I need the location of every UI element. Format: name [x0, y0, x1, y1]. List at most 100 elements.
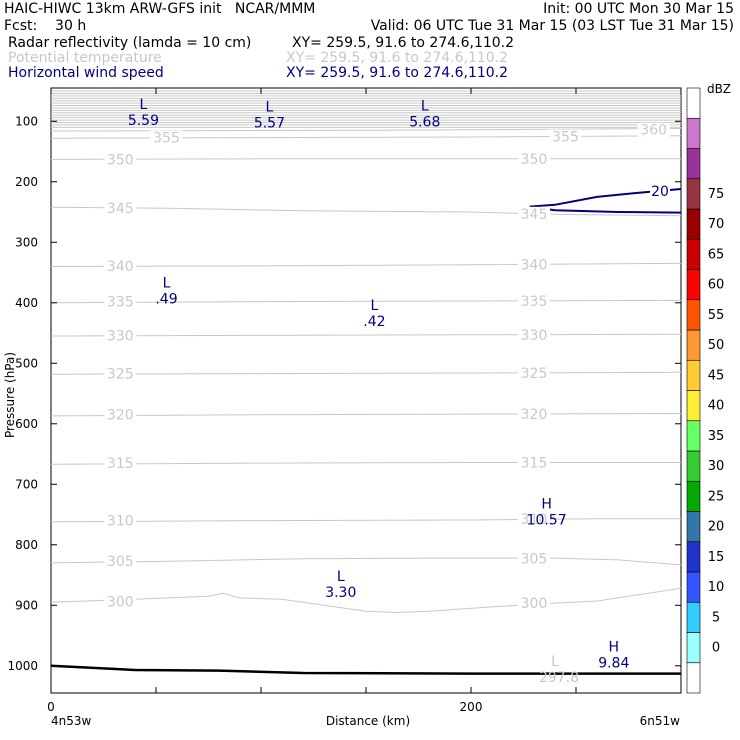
theta-label-bg	[104, 554, 137, 569]
colorbar-swatch	[686, 359, 701, 391]
theta-contour-label: 335	[521, 294, 548, 310]
colorbar-swatch	[686, 178, 701, 210]
colorbar-title: dBZ	[707, 82, 731, 96]
colorbar-swatch	[686, 269, 701, 301]
colorbar-label: 30	[708, 459, 725, 474]
theta-label-bg	[104, 258, 137, 273]
wind-extremum-marker: L	[163, 276, 171, 292]
wind-extremum-marker: H	[609, 639, 620, 655]
colorbar-label: 40	[708, 399, 725, 414]
y-tick-label: 300	[15, 235, 38, 249]
theta-contour-label: 360	[640, 123, 667, 139]
theta-contour-335	[50, 299, 682, 304]
colorbar-swatch	[686, 601, 701, 633]
theta-contour-325	[50, 371, 682, 375]
colorbar-swatch	[686, 117, 701, 149]
field-xy-theta: XY= 259.5, 91.6 to 274.6,110.2	[286, 50, 509, 66]
colorbar-label: 15	[708, 550, 725, 565]
theta-contour-350	[50, 158, 681, 160]
theta-extremum-value: 297.8	[539, 670, 579, 686]
theta-label-bg	[518, 511, 550, 526]
colorbar-label: 50	[708, 338, 725, 353]
colorbar-swatch	[686, 87, 701, 119]
theta-label-bg	[637, 122, 670, 137]
wind-extremum-marker: L	[265, 100, 273, 116]
colorbar-swatch	[686, 632, 701, 664]
theta-label-bg	[518, 151, 550, 166]
y-tick-label: 1000	[7, 659, 38, 673]
header-forecast: Fcst: 30 h	[4, 18, 87, 34]
field-name-theta: Potential temperature	[8, 50, 162, 66]
wind-extremum-value: 3.30	[325, 585, 356, 601]
theta-contour-label: 330	[107, 328, 134, 344]
field-xy-wind: XY= 259.5, 91.6 to 274.6,110.2	[286, 65, 509, 81]
wind-label-bg	[650, 183, 670, 198]
y-tick-label: 800	[15, 538, 38, 552]
colorbar-label: 70	[708, 217, 725, 232]
x-tick-label: 0	[47, 700, 55, 714]
theta-label-bg	[518, 551, 550, 566]
x-tick-label: 200	[460, 700, 483, 714]
colorbar-swatch	[686, 238, 701, 270]
theta-contour-305	[50, 557, 682, 566]
y-tick-label: 600	[15, 417, 38, 431]
theta-label-bg	[518, 327, 550, 342]
theta-contour-label: 340	[107, 259, 134, 275]
y-tick-label: 400	[15, 296, 38, 310]
wind-extremum-marker: L	[139, 97, 147, 113]
theta-contour-310	[50, 518, 681, 523]
theta-label-bg	[518, 407, 550, 422]
wind-extremum-value: 5.68	[409, 114, 440, 130]
theta-label-bg	[104, 294, 137, 309]
colorbar-swatch	[686, 329, 701, 361]
wind-extremum-value: 10.57	[527, 512, 567, 528]
colorbar-label: 35	[708, 429, 725, 444]
y-tick-label: 900	[15, 598, 38, 612]
theta-contour-label: 300	[107, 595, 134, 611]
theta-contour-label: 315	[107, 456, 134, 472]
wind-extremum-marker: L	[337, 569, 345, 585]
theta-label-bg	[518, 455, 550, 470]
terrain-line	[50, 664, 681, 675]
y-tick-label: 100	[15, 114, 38, 128]
theta-contour-label: 345	[107, 201, 134, 217]
theta-contour-315	[50, 462, 681, 465]
colorbar-swatch	[686, 541, 701, 573]
wind-extremum-value: .49	[155, 292, 177, 308]
colorbar-swatch	[686, 450, 701, 482]
theta-contour-label: 310	[521, 512, 548, 528]
theta-contour-label: 355	[552, 129, 579, 145]
colorbar-swatch	[686, 390, 701, 422]
theta-contour-label: 330	[521, 328, 548, 344]
theta-contour-label: 300	[521, 596, 548, 612]
wind-extremum-marker: H	[541, 496, 552, 512]
wind-extremum-value: 5.57	[254, 116, 285, 132]
wind-extremum-marker: L	[370, 298, 378, 314]
theta-contour-label: 320	[521, 407, 548, 423]
theta-label-bg	[104, 456, 137, 471]
colorbar-label: 25	[708, 489, 725, 504]
y-axis-label: Pressure (hPa)	[3, 352, 17, 438]
wind-extremum-value: 9.84	[598, 655, 629, 671]
wind-extremum-value: .42	[363, 314, 385, 330]
theta-label-bg	[518, 365, 550, 380]
theta-contour-label: 355	[153, 131, 180, 147]
field-name-wind: Horizontal wind speed	[8, 65, 164, 81]
theta-label-bg	[104, 407, 137, 422]
theta-label-bg	[150, 130, 183, 145]
theta-contour-label: 325	[521, 366, 548, 382]
header-init: Init: 00 UTC Mon 30 Mar 15	[543, 1, 734, 17]
colorbar-label: 55	[708, 308, 725, 323]
colorbar-swatch	[686, 148, 701, 180]
colorbar-swatch	[686, 420, 701, 452]
colorbar-label: 10	[708, 580, 725, 595]
colorbar-label: 75	[708, 187, 725, 202]
theta-label-bg	[518, 257, 550, 272]
theta-contour-label: 350	[521, 152, 548, 168]
theta-label-bg	[549, 129, 582, 144]
theta-contour-label: 315	[521, 455, 548, 471]
colorbar-swatch	[686, 571, 701, 603]
wind-contour-label: 20	[651, 184, 669, 200]
theta-extremum-marker: L	[551, 654, 559, 670]
